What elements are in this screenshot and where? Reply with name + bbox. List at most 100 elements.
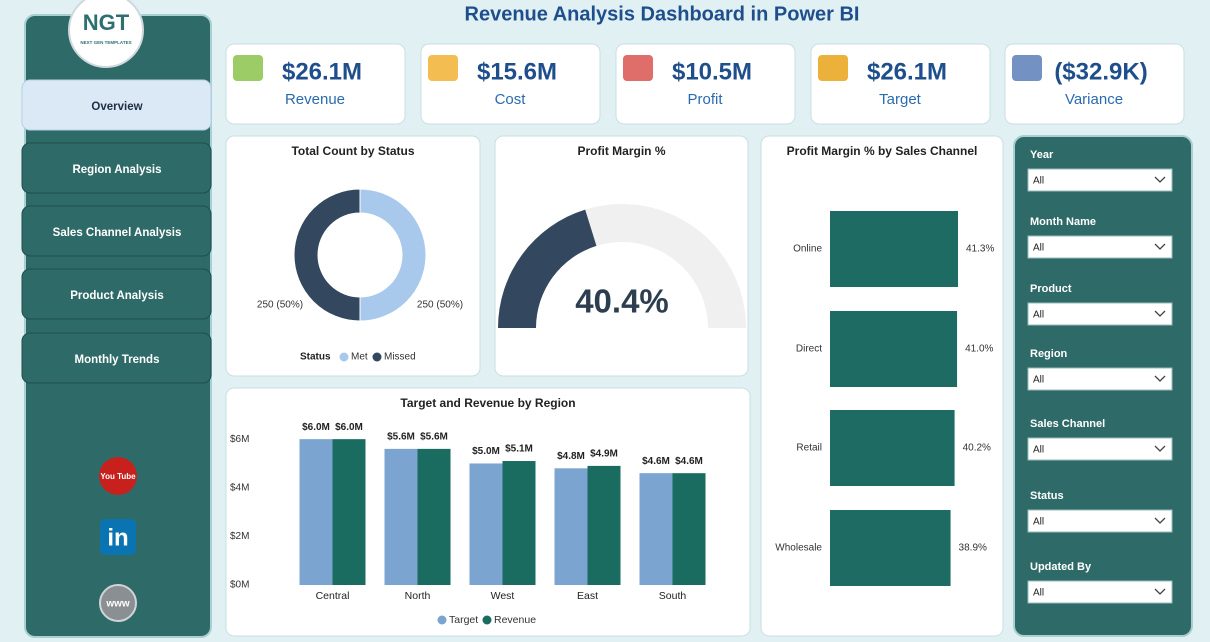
kpi-icon — [428, 55, 458, 81]
data-label: $4.6M — [675, 456, 703, 467]
nav-label: Overview — [91, 101, 142, 113]
bar — [554, 468, 588, 585]
filter-dropdown[interactable] — [1027, 509, 1173, 533]
legend-label: Missed — [384, 352, 416, 363]
filter-dropdown[interactable] — [1027, 302, 1173, 326]
filter-label: Region — [1030, 348, 1068, 360]
kpi-card — [420, 43, 601, 125]
kpi-value: $26.1M — [867, 58, 947, 85]
data-label: 41.0% — [965, 344, 993, 355]
kpi-card — [1004, 43, 1185, 125]
filter-dropdown[interactable] — [1027, 367, 1173, 391]
data-label: 250 (50%) — [257, 300, 303, 311]
logo-text: NGT — [83, 10, 130, 35]
filter-value: All — [1033, 517, 1044, 528]
legend-label: Revenue — [494, 614, 536, 626]
nav-button[interactable] — [21, 205, 212, 257]
x-tick-label: South — [659, 590, 687, 602]
y-tick-label: Direct — [796, 344, 822, 355]
nav-label: Product Analysis — [70, 290, 164, 302]
y-tick-label: $4M — [230, 482, 249, 493]
data-label: 250 (50%) — [417, 300, 463, 311]
bar — [672, 473, 706, 585]
kpi-value: $10.5M — [672, 58, 752, 85]
chart-title: Profit Margin % by Sales Channel — [787, 144, 978, 158]
bar — [830, 311, 958, 387]
bar — [587, 465, 621, 585]
kpi-label: Cost — [495, 91, 527, 108]
kpi-card — [615, 43, 796, 125]
kpi-icon — [1012, 55, 1042, 81]
data-label: $5.0M — [472, 446, 500, 457]
bar — [332, 439, 366, 585]
kpi-value: $15.6M — [477, 58, 557, 85]
filter-label: Year — [1030, 149, 1054, 161]
filter-value: All — [1033, 310, 1044, 321]
bar — [830, 410, 955, 486]
data-label: 40.2% — [963, 443, 991, 454]
youtube-icon[interactable] — [99, 457, 137, 495]
data-label: $6.0M — [335, 422, 363, 433]
kpi-label: Target — [879, 91, 922, 108]
x-tick-label: West — [491, 590, 515, 602]
nav-label: Region Analysis — [72, 164, 161, 176]
y-tick-label: Online — [793, 244, 822, 255]
kpi-icon — [623, 55, 653, 81]
nav-button[interactable] — [21, 79, 212, 131]
nav-button[interactable] — [21, 142, 212, 194]
bar — [417, 448, 451, 585]
y-tick-label: $0M — [230, 580, 249, 591]
data-label: 38.9% — [959, 543, 987, 554]
bar — [299, 439, 333, 585]
linkedin-text: in — [107, 524, 128, 551]
dropdown-arrow — [1154, 310, 1166, 317]
data-label: $6.0M — [302, 422, 330, 433]
nav-label: Monthly Trends — [75, 354, 160, 366]
nav-button[interactable] — [21, 268, 212, 320]
legend-swatch — [437, 615, 447, 625]
filter-value: All — [1033, 588, 1044, 599]
data-label: $4.6M — [642, 456, 670, 467]
kpi-card — [225, 43, 406, 125]
linkedin-icon[interactable] — [100, 519, 136, 555]
data-label: $4.9M — [590, 449, 618, 460]
bar — [384, 448, 418, 585]
filter-label: Updated By — [1030, 561, 1092, 573]
chart-title: Total Count by Status — [291, 144, 414, 158]
web-icon[interactable] — [99, 584, 137, 622]
kpi-icon — [233, 55, 263, 81]
donut-slice — [359, 188, 427, 322]
filter-dropdown[interactable] — [1027, 168, 1173, 192]
logo — [68, 0, 144, 68]
filter-label: Month Name — [1030, 216, 1096, 228]
gauge-value: 40.4% — [575, 283, 669, 320]
x-tick-label: East — [577, 590, 598, 602]
kpi-card — [810, 43, 991, 125]
x-tick-label: Central — [316, 590, 350, 602]
filter-dropdown[interactable] — [1027, 235, 1173, 259]
legend-swatch — [372, 352, 382, 362]
gauge-fill — [498, 209, 597, 328]
data-label: $5.6M — [420, 432, 448, 443]
bar — [639, 473, 673, 585]
y-tick-label: $6M — [230, 434, 249, 445]
data-label: $4.8M — [557, 451, 585, 462]
data-label: $5.1M — [505, 444, 533, 455]
nav-button[interactable] — [21, 332, 212, 384]
donut-slice — [293, 188, 361, 322]
y-tick-label: Retail — [796, 443, 822, 454]
filter-dropdown[interactable] — [1027, 580, 1173, 604]
data-label: 41.3% — [966, 244, 994, 255]
legend-title: Status — [300, 352, 331, 363]
legend-swatch — [339, 352, 349, 362]
data-label: $5.6M — [387, 432, 415, 443]
chart-title: Target and Revenue by Region — [400, 396, 575, 410]
kpi-label: Revenue — [285, 91, 345, 108]
logo-subtitle: NEXT GEN TEMPLATES — [80, 40, 131, 45]
filter-dropdown[interactable] — [1027, 437, 1173, 461]
nav-label: Sales Channel Analysis — [53, 227, 182, 239]
dropdown-arrow — [1154, 517, 1166, 524]
filter-value: All — [1033, 176, 1044, 187]
dropdown-arrow — [1154, 375, 1166, 382]
dropdown-arrow — [1154, 588, 1166, 595]
